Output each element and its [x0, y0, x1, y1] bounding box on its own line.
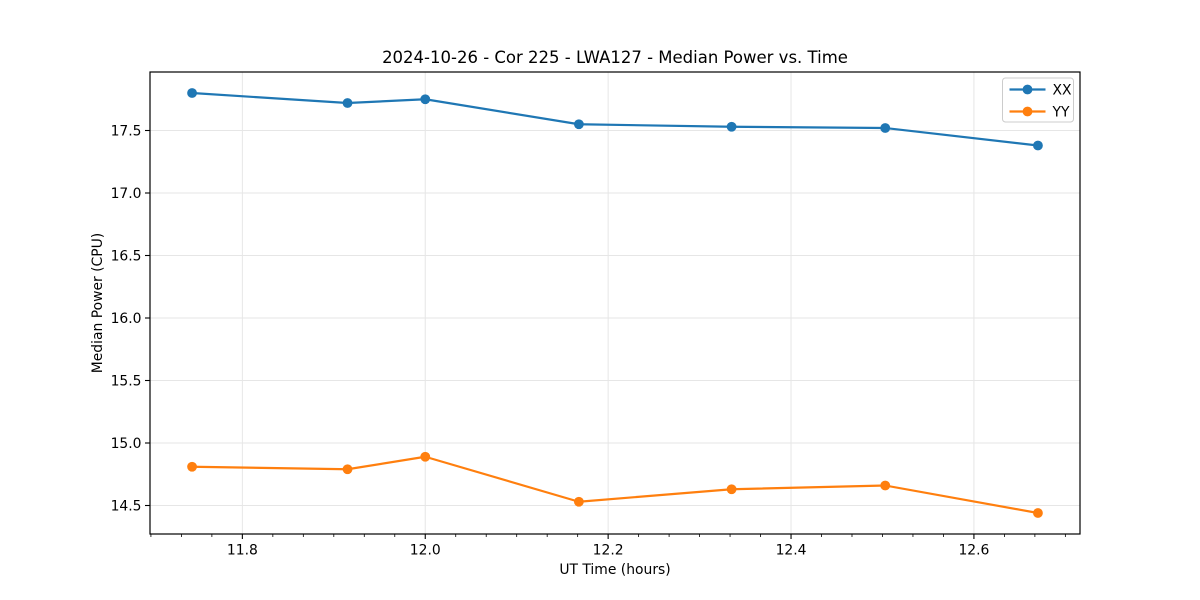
series-line-yy [190, 455, 1040, 515]
data-point-xx [1033, 140, 1043, 151]
data-point-xx [342, 98, 353, 108]
x-axis-label: UT Time (hours) [559, 562, 671, 578]
y-tick-label: 16.0 [111, 311, 142, 327]
x-tick-label: 12.0 [410, 543, 441, 559]
x-tick-label: 12.4 [776, 543, 807, 559]
legend-label-xx: XX [1053, 82, 1073, 98]
x-tick-label: 12.2 [593, 543, 624, 559]
data-point-yy [880, 480, 891, 491]
legend-marker-xx [1022, 84, 1033, 95]
plot-border [149, 71, 1081, 535]
data-point-xx [420, 94, 431, 105]
data-point-yy [187, 461, 197, 472]
y-tick-label: 16.5 [111, 248, 142, 264]
data-point-xx [573, 119, 584, 130]
x-tick-label: 12.6 [958, 543, 989, 559]
data-point-yy [726, 484, 737, 495]
data-point-xx [726, 121, 737, 132]
data-point-xx [880, 123, 891, 133]
y-tick-label: 15.5 [111, 373, 142, 389]
legend-label-yy: YY [1052, 104, 1070, 120]
x-tick-label: 11.8 [227, 543, 258, 559]
data-point-yy [573, 496, 584, 507]
chart-title: 2024-10-26 - Cor 225 - LWA127 - Median P… [382, 48, 848, 67]
y-tick-label: 15.0 [111, 436, 142, 452]
legend-marker-yy [1022, 106, 1033, 117]
data-point-yy [420, 451, 431, 462]
data-point-yy [1033, 508, 1043, 518]
data-point-xx [187, 88, 197, 98]
y-tick-label: 17.5 [111, 123, 142, 139]
y-tick-label: 17.0 [111, 186, 142, 202]
series-line-xx [190, 91, 1040, 147]
y-axis-label: Median Power (CPU) [90, 232, 106, 374]
y-tick-label: 14.5 [111, 498, 142, 514]
data-point-yy [342, 464, 353, 475]
